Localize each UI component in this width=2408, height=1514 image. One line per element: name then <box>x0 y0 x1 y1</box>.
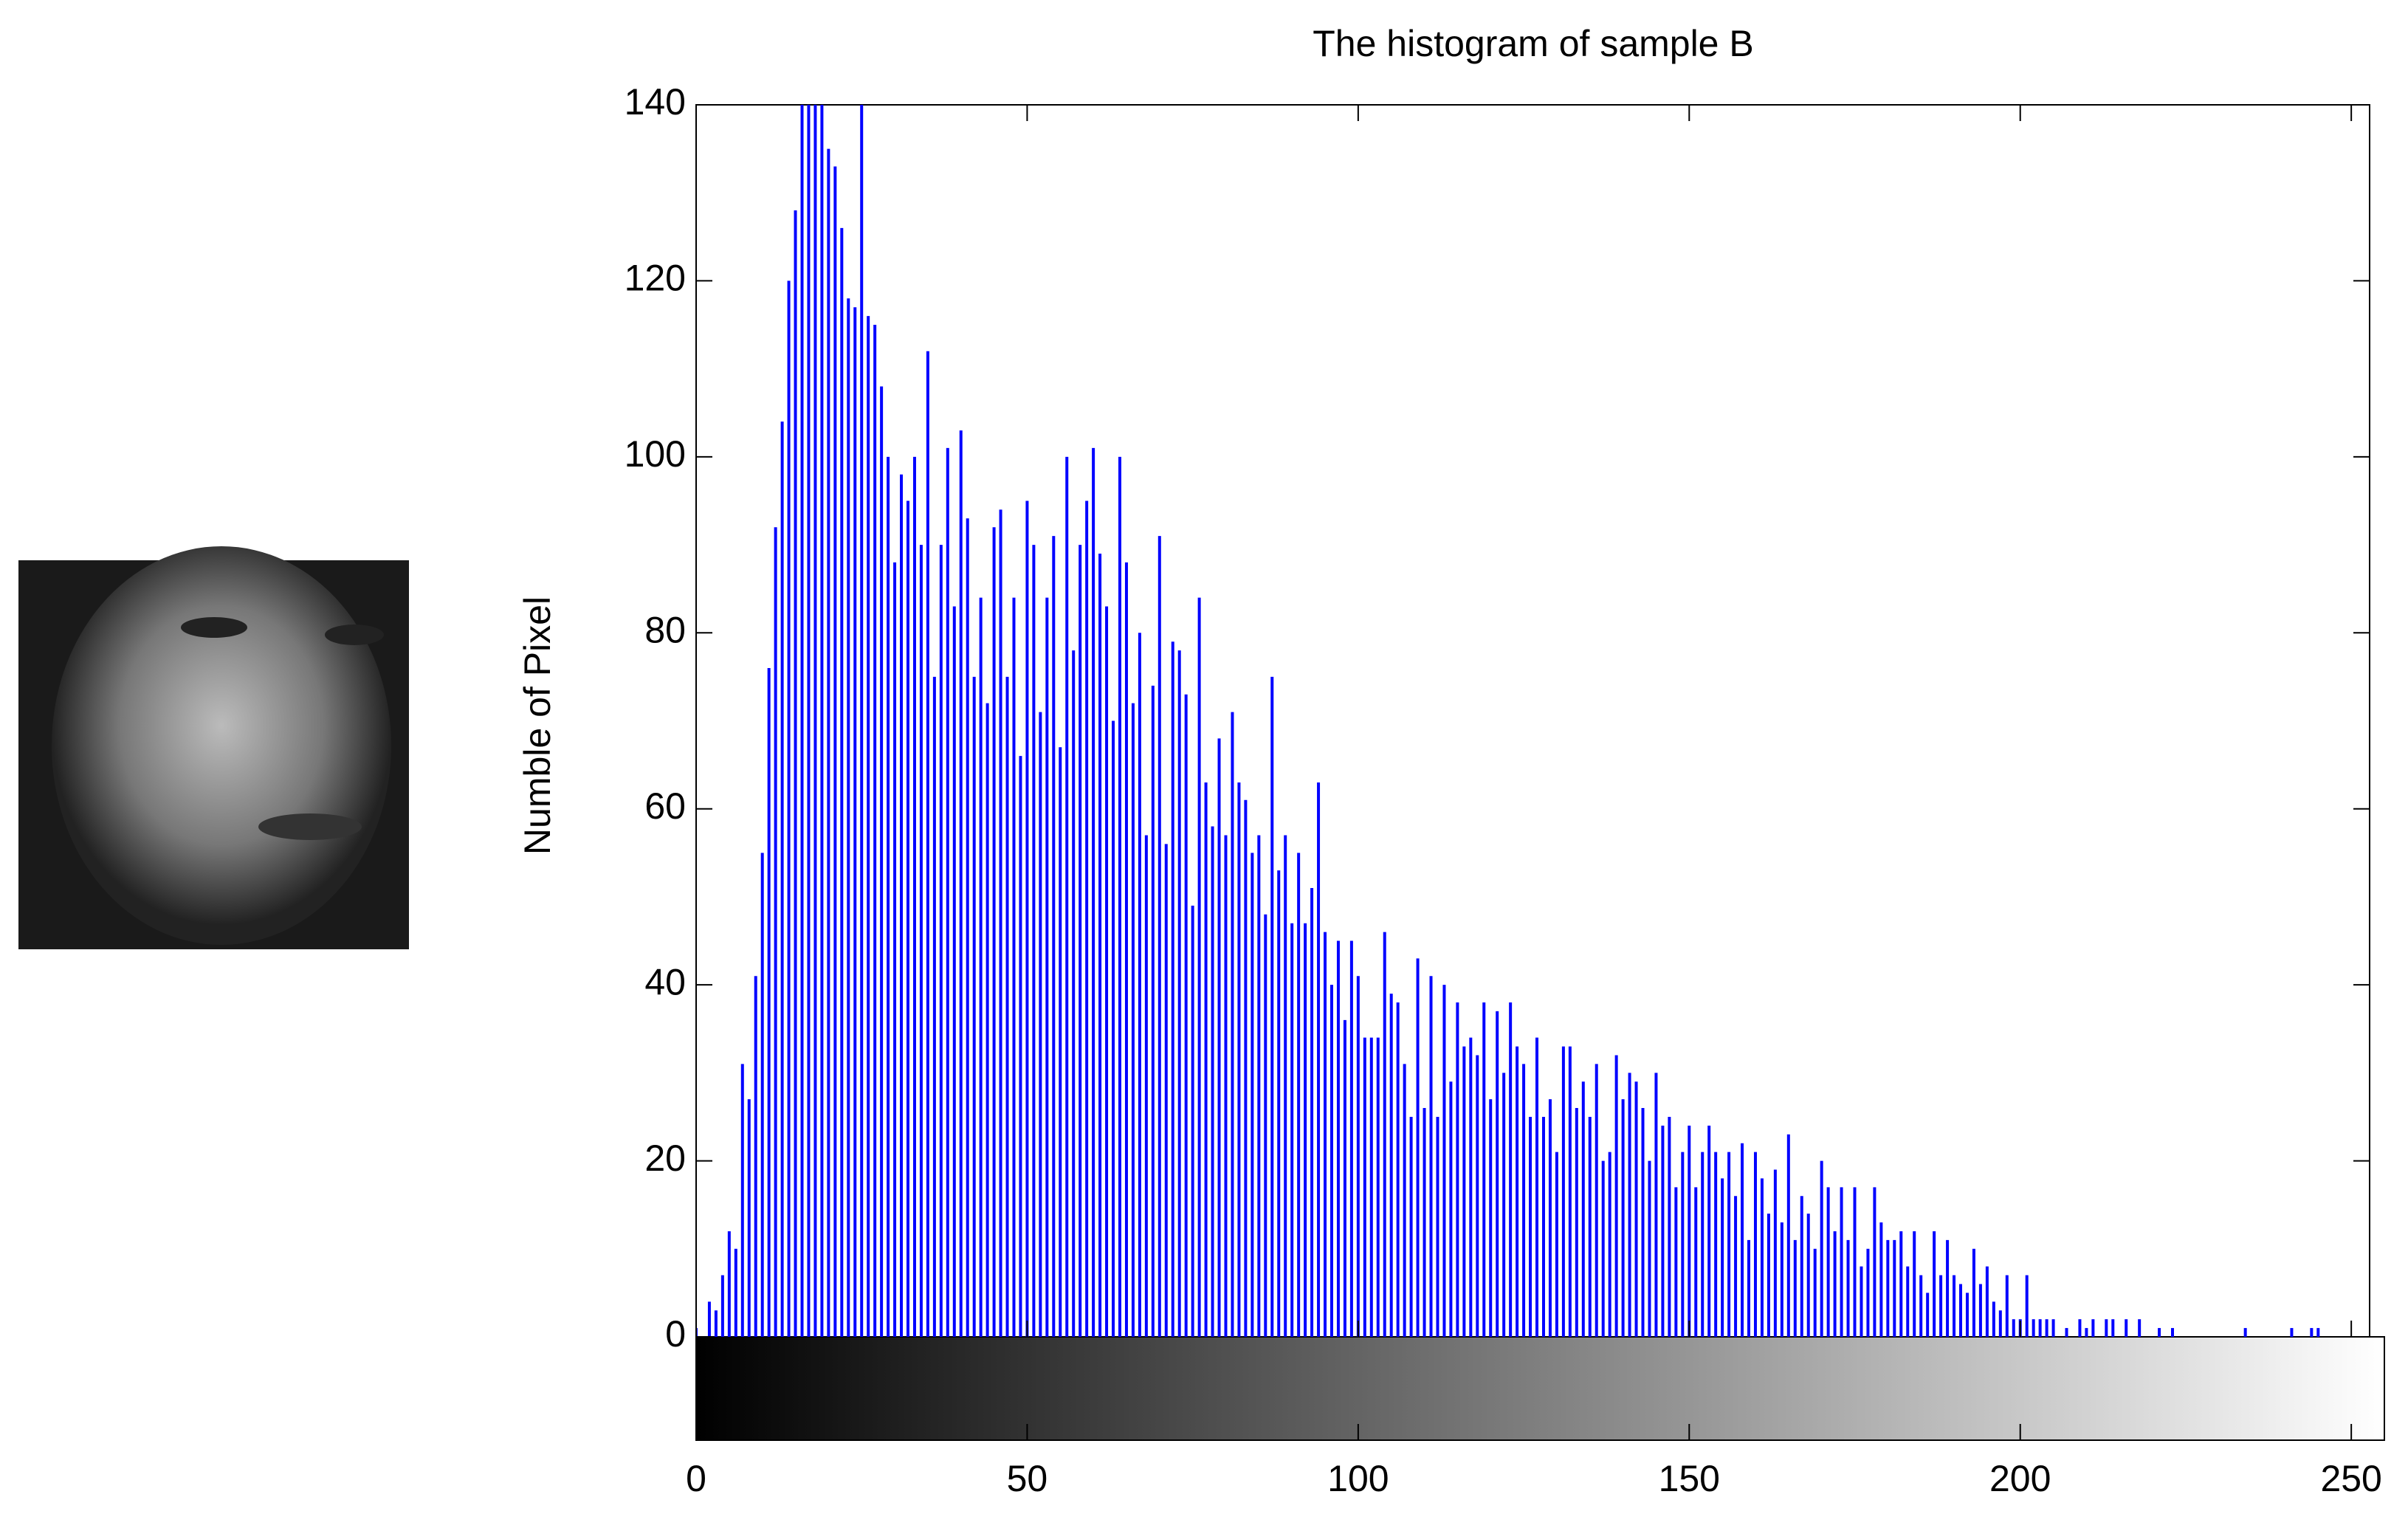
y-tick-label: 40 <box>644 961 686 1002</box>
y-tick-label: 0 <box>665 1313 686 1355</box>
y-tick-label: 80 <box>644 609 686 650</box>
x-tick-label: 150 <box>1659 1458 1720 1499</box>
x-tick-label: 200 <box>1989 1458 2051 1499</box>
chart-title: The histogram of sample B <box>1313 23 1754 64</box>
x-tick-label: 100 <box>1327 1458 1389 1499</box>
y-tick-label: 120 <box>625 258 686 299</box>
x-tick-label: 50 <box>1007 1458 1048 1499</box>
bars <box>696 105 2320 1337</box>
y-tick-label: 100 <box>625 433 686 475</box>
y-axis-label: Numble of Pixel <box>517 596 558 855</box>
sample-image <box>18 546 409 949</box>
x-tick-label: 0 <box>686 1458 706 1499</box>
x-tick-label: 250 <box>2320 1458 2381 1499</box>
y-tick-label: 60 <box>644 785 686 827</box>
colorbar <box>695 1336 2385 1441</box>
y-tick-label: 140 <box>625 81 686 123</box>
y-tick-label: 20 <box>644 1138 686 1179</box>
